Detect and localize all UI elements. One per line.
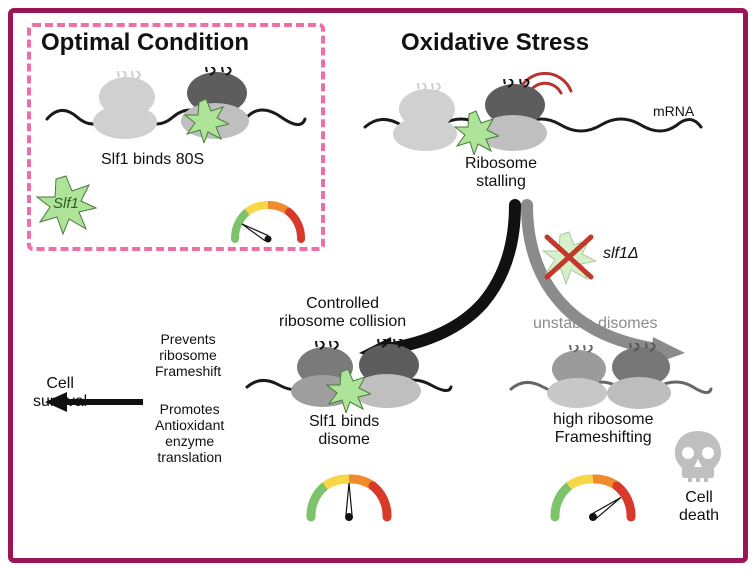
gauge-optimal: [225, 191, 311, 249]
gauge-disome: [299, 463, 399, 527]
heading-oxidative: Oxidative Stress: [401, 29, 589, 57]
label-cell-death: Cell death: [679, 489, 719, 524]
skull-icon: [671, 429, 725, 487]
gauge-unstable: [543, 463, 643, 527]
slf1-star-disome: [325, 367, 371, 413]
label-promotes: Promotes Antioxidant enzyme translation: [155, 401, 224, 465]
ribosome-faded-oxidative: [385, 83, 463, 155]
heading-optimal: Optimal Condition: [41, 29, 249, 57]
unstable-ribosome-front: [595, 343, 681, 415]
slf1-delta-crossed: [541, 229, 597, 285]
label-prevents: Prevents ribosome Frameshift: [155, 331, 221, 379]
label-slf1-binds-disome: Slf1 binds disome: [309, 413, 379, 449]
label-ribosome-stalling: Ribosome stalling: [465, 155, 537, 191]
ribosome-faded-optimal: [85, 71, 163, 143]
label-controlled-collision: Controlled ribosome collision: [279, 295, 406, 331]
label-high-frameshift: high ribosome Frameshifting: [553, 411, 654, 446]
label-unstable-disomes: unstable disomes: [533, 315, 658, 333]
slf1-star-stalling: [453, 109, 499, 155]
label-mrna: mRNA: [653, 103, 694, 119]
slf1-star-bound-80s: [183, 97, 229, 143]
label-slf1-star: Slf1: [53, 195, 79, 212]
label-slf1-binds-80s: Slf1 binds 80S: [101, 151, 204, 169]
label-cell-survival: Cell survival: [33, 375, 87, 410]
label-slf1-delta: slf1Δ: [603, 245, 639, 263]
